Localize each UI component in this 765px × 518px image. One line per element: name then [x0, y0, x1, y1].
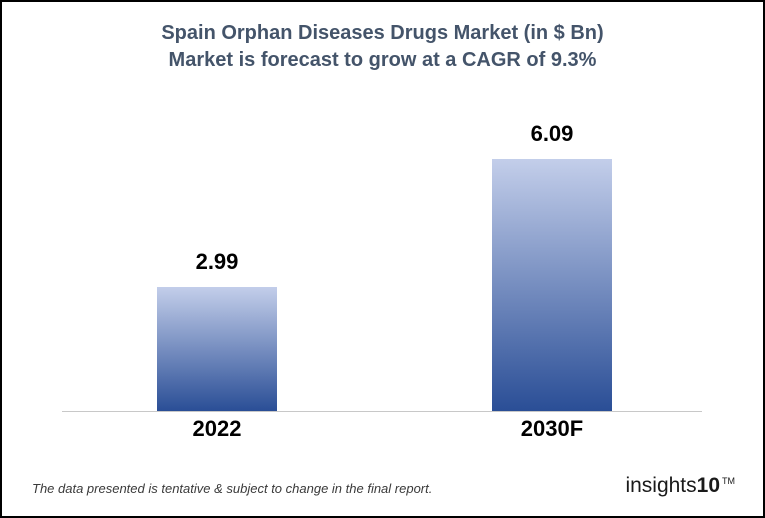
chart-title: Spain Orphan Diseases Drugs Market (in $… [2, 20, 763, 74]
x-label-0: 2022 [157, 416, 277, 442]
chart-title-line2: Market is forecast to grow at a CAGR of … [2, 47, 763, 74]
plot-area: 2.99 6.09 [62, 122, 702, 412]
x-axis-labels: 2022 2030F [62, 416, 702, 446]
brand-part1: insights [625, 474, 696, 498]
bar-value-0: 2.99 [196, 249, 239, 275]
chart-title-line1: Spain Orphan Diseases Drugs Market (in $… [2, 20, 763, 47]
bar-group-1: 6.09 [492, 121, 612, 411]
x-label-1: 2030F [492, 416, 612, 442]
chart-frame: Spain Orphan Diseases Drugs Market (in $… [0, 0, 765, 518]
brand-logo: insights10TM [625, 474, 735, 498]
bar-1 [492, 159, 612, 411]
footnote-text: The data presented is tentative & subjec… [32, 481, 432, 496]
bar-0 [157, 287, 277, 411]
bar-value-1: 6.09 [531, 121, 574, 147]
bar-group-0: 2.99 [157, 249, 277, 411]
brand-tm: TM [722, 476, 735, 486]
brand-part2: 10 [697, 474, 720, 498]
